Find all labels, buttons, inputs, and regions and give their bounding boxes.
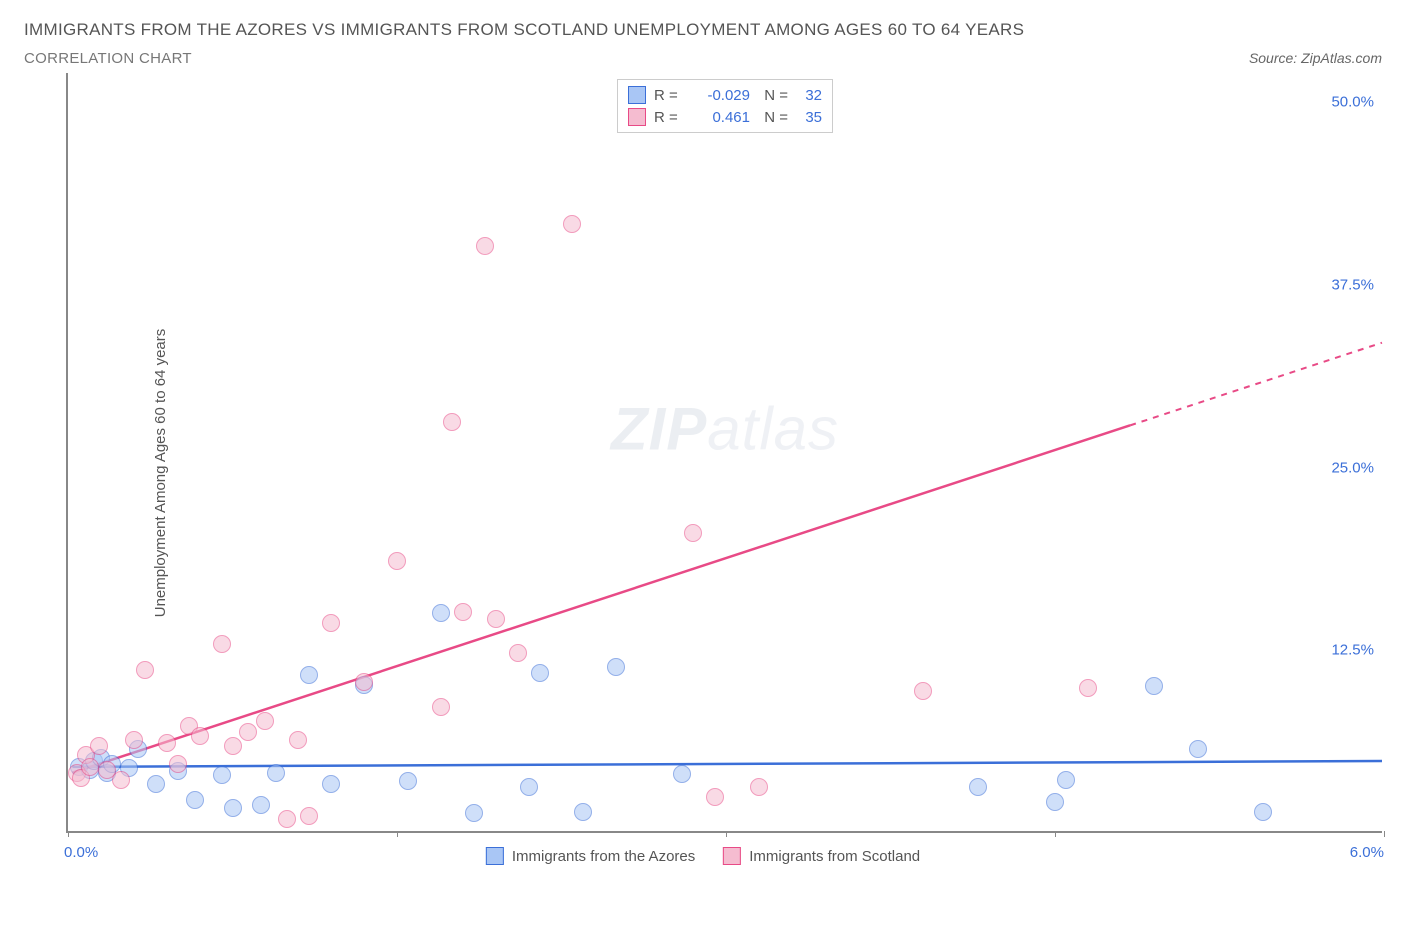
data-point-azores <box>465 804 483 822</box>
data-point-scotland <box>112 771 130 789</box>
legend-label: Immigrants from Scotland <box>749 848 920 865</box>
data-point-azores <box>224 799 242 817</box>
y-tick-label: 50.0% <box>1331 94 1374 111</box>
data-point-scotland <box>300 807 318 825</box>
data-point-scotland <box>256 712 274 730</box>
data-point-scotland <box>322 614 340 632</box>
data-point-scotland <box>213 635 231 653</box>
stats-legend: R = -0.029 N = 32 R = 0.461 N = 35 <box>617 79 833 133</box>
data-point-azores <box>300 666 318 684</box>
n-value: 35 <box>796 109 822 126</box>
data-point-azores <box>574 803 592 821</box>
r-label: R = <box>654 109 682 126</box>
data-point-azores <box>147 775 165 793</box>
data-point-azores <box>1189 740 1207 758</box>
data-point-scotland <box>224 737 242 755</box>
data-point-scotland <box>563 215 581 233</box>
data-point-azores <box>969 778 987 796</box>
data-point-azores <box>432 604 450 622</box>
data-point-azores <box>1145 677 1163 695</box>
stats-row-azores: R = -0.029 N = 32 <box>628 84 822 106</box>
data-point-azores <box>252 796 270 814</box>
data-point-azores <box>531 664 549 682</box>
data-point-scotland <box>454 603 472 621</box>
data-point-scotland <box>81 758 99 776</box>
data-point-scotland <box>136 661 154 679</box>
data-point-scotland <box>125 731 143 749</box>
swatch-icon <box>628 86 646 104</box>
data-point-scotland <box>278 810 296 828</box>
legend-item: Immigrants from Scotland <box>723 847 920 865</box>
x-tick <box>1384 831 1385 837</box>
legend-item: Immigrants from the Azores <box>486 847 695 865</box>
data-point-azores <box>1057 771 1075 789</box>
r-value: 0.461 <box>690 109 750 126</box>
data-point-scotland <box>443 413 461 431</box>
data-point-scotland <box>914 682 932 700</box>
y-tick-label: 25.0% <box>1331 459 1374 476</box>
x-tick <box>1055 831 1056 837</box>
data-point-scotland <box>487 610 505 628</box>
page-title: IMMIGRANTS FROM THE AZORES VS IMMIGRANTS… <box>24 20 1382 40</box>
data-point-azores <box>1254 803 1272 821</box>
data-point-scotland <box>509 644 527 662</box>
data-point-scotland <box>191 727 209 745</box>
data-point-azores <box>267 764 285 782</box>
n-label: N = <box>762 87 788 104</box>
y-tick-label: 12.5% <box>1331 642 1374 659</box>
data-point-scotland <box>706 788 724 806</box>
data-point-scotland <box>355 673 373 691</box>
x-tick <box>397 831 398 837</box>
swatch-icon <box>628 108 646 126</box>
data-point-azores <box>520 778 538 796</box>
x-tick-label: 0.0% <box>64 844 98 861</box>
x-tick-label: 6.0% <box>1350 844 1384 861</box>
data-point-azores <box>213 766 231 784</box>
data-point-azores <box>673 765 691 783</box>
data-point-scotland <box>158 734 176 752</box>
swatch-icon <box>723 847 741 865</box>
data-point-azores <box>1046 793 1064 811</box>
data-point-scotland <box>432 698 450 716</box>
stats-row-scotland: R = 0.461 N = 35 <box>628 106 822 128</box>
data-point-scotland <box>388 552 406 570</box>
x-tick <box>68 831 69 837</box>
data-point-scotland <box>289 731 307 749</box>
data-point-azores <box>607 658 625 676</box>
swatch-icon <box>486 847 504 865</box>
data-point-azores <box>186 791 204 809</box>
r-label: R = <box>654 87 682 104</box>
data-point-scotland <box>90 737 108 755</box>
source-label: Source: ZipAtlas.com <box>1249 50 1382 66</box>
correlation-chart: Unemployment Among Ages 60 to 64 years Z… <box>24 73 1382 873</box>
n-label: N = <box>762 109 788 126</box>
r-value: -0.029 <box>690 87 750 104</box>
legend-label: Immigrants from the Azores <box>512 848 695 865</box>
data-point-scotland <box>169 755 187 773</box>
series-legend: Immigrants from the Azores Immigrants fro… <box>486 847 920 865</box>
data-point-scotland <box>684 524 702 542</box>
data-point-scotland <box>1079 679 1097 697</box>
data-point-scotland <box>750 778 768 796</box>
y-tick-label: 37.5% <box>1331 276 1374 293</box>
data-point-scotland <box>239 723 257 741</box>
x-tick <box>726 831 727 837</box>
data-point-azores <box>322 775 340 793</box>
data-point-azores <box>399 772 417 790</box>
subtitle: CORRELATION CHART <box>24 50 192 67</box>
plot-area: ZIPatlas R =-0.029N =32R =0.461N =35 12.… <box>66 73 1382 833</box>
n-value: 32 <box>796 87 822 104</box>
data-point-scotland <box>476 237 494 255</box>
